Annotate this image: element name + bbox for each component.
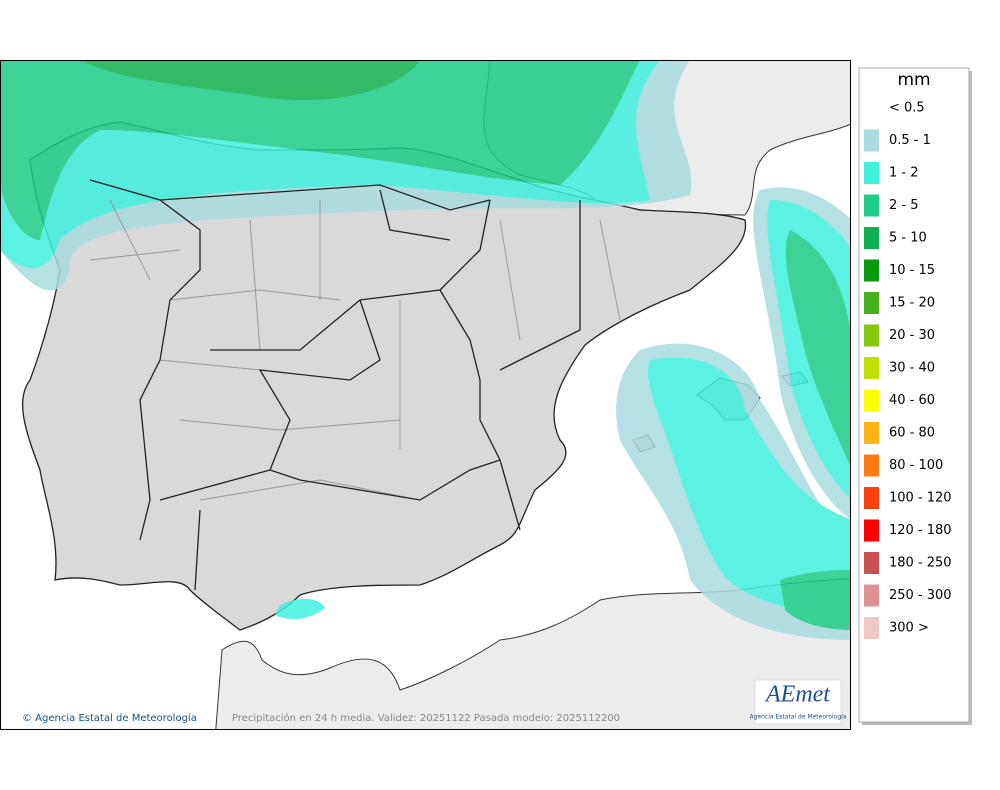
precipitation bbox=[1, 60, 851, 640]
legend-label: 120 - 180 bbox=[889, 523, 952, 538]
map: © Agencia Estatal de Meteorología Precip… bbox=[1, 60, 851, 730]
legend-label: 2 - 5 bbox=[889, 198, 919, 213]
legend-swatch bbox=[864, 162, 879, 184]
map-frame bbox=[0, 60, 851, 730]
legend-label: 180 - 250 bbox=[889, 556, 952, 571]
copyright: © Agencia Estatal de Meteorología bbox=[22, 712, 197, 724]
legend-unit: mm bbox=[897, 70, 930, 90]
legend-swatch bbox=[864, 617, 879, 639]
region-lines bbox=[89, 199, 621, 501]
legend-swatch bbox=[864, 324, 879, 347]
caption: Precipitación en 24 h media. Validez: 20… bbox=[232, 712, 620, 724]
legend-label: 60 - 80 bbox=[889, 426, 935, 441]
legend-label: 300 > bbox=[889, 621, 929, 636]
legend-swatch bbox=[864, 422, 879, 444]
logo: AEmet Agencia Estatal de Meteorología bbox=[750, 679, 847, 725]
logo-name: AEmet bbox=[764, 682, 831, 708]
legend-swatch bbox=[864, 454, 879, 477]
legend-label: 100 - 120 bbox=[889, 491, 952, 506]
legend-label: 250 - 300 bbox=[889, 588, 952, 603]
legend-label: 15 - 20 bbox=[889, 296, 935, 311]
legend-label: 1 - 2 bbox=[889, 166, 919, 181]
legend-swatch bbox=[864, 292, 879, 314]
legend-swatch bbox=[864, 584, 879, 607]
legend-swatch bbox=[864, 389, 879, 412]
logo-subtitle: Agencia Estatal de Meteorología bbox=[750, 714, 847, 721]
region-borders bbox=[89, 179, 581, 591]
legend-swatch bbox=[864, 552, 879, 574]
legend-swatch bbox=[864, 519, 879, 542]
legend-swatch bbox=[864, 357, 879, 379]
legend-label: 80 - 100 bbox=[889, 458, 943, 473]
legend-label: 40 - 60 bbox=[889, 393, 935, 408]
legend-swatch bbox=[864, 194, 879, 217]
legend-swatch bbox=[864, 227, 879, 249]
legend-label: 5 - 10 bbox=[889, 231, 927, 246]
legend-label: < 0.5 bbox=[889, 101, 925, 116]
legend-swatch bbox=[864, 259, 879, 282]
legend-swatch bbox=[864, 487, 879, 509]
legend-swatch bbox=[864, 129, 879, 152]
legend-label: 0.5 - 1 bbox=[889, 133, 931, 148]
legend: mm < 0.5 0.5 - 1 1 - 2 2 - 5 5 - 10 10 - 15 15… bbox=[858, 67, 972, 725]
legend-label: 10 - 15 bbox=[889, 263, 935, 278]
legend-label: 30 - 40 bbox=[889, 361, 935, 376]
legend-label: 20 - 30 bbox=[889, 328, 935, 343]
